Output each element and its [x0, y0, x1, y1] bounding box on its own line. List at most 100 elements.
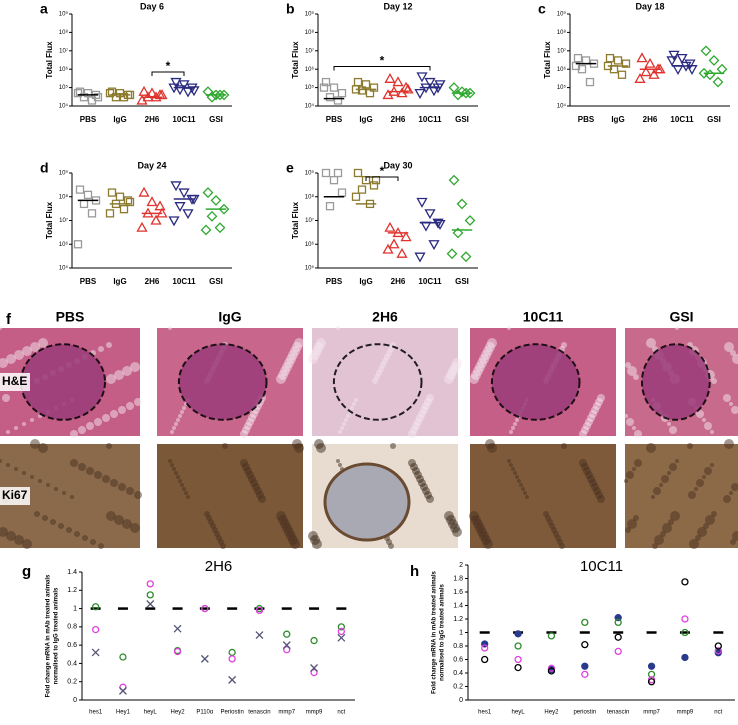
y-tick-label: 10⁶	[557, 66, 567, 73]
y-tick-label: 1.4	[67, 569, 77, 576]
data-point	[136, 221, 148, 232]
y-tick-label: 1.4	[453, 602, 463, 609]
chart-title: Day 18	[635, 1, 664, 11]
data-point	[319, 83, 329, 92]
data-point	[400, 231, 412, 242]
tissue-texture	[487, 443, 497, 453]
data-point	[456, 198, 468, 210]
y-tick-label: 10⁹	[59, 170, 69, 177]
tissue-texture	[54, 487, 58, 491]
data-point	[708, 55, 720, 66]
data-point	[681, 578, 689, 586]
tissue-texture	[30, 439, 40, 449]
tissue-texture	[702, 418, 706, 422]
data-point	[91, 648, 100, 657]
tissue-texture	[30, 342, 40, 352]
tissue-texture	[697, 527, 707, 537]
tissue-texture	[624, 479, 628, 483]
data-point	[174, 202, 186, 213]
tissue-texture	[561, 342, 567, 348]
tumor-outline	[640, 343, 711, 421]
data-point	[384, 221, 396, 232]
tissue-texture	[170, 463, 174, 467]
y-tick-label: 10⁴	[557, 103, 567, 110]
tissue-texture	[670, 511, 680, 521]
x-tick-label: IgG	[611, 115, 624, 124]
data-point	[514, 642, 522, 650]
x-tick-label: hes1	[89, 710, 103, 716]
tissue-texture	[724, 342, 734, 352]
tissue-texture	[667, 471, 671, 475]
data-point	[666, 56, 678, 67]
data-point	[648, 68, 660, 79]
data-point	[712, 76, 724, 88]
data-point	[73, 240, 83, 249]
y-tick-label: 10⁷	[557, 47, 566, 54]
data-point	[228, 675, 237, 684]
x-tick-label: tenascin	[607, 710, 629, 716]
tissue-texture	[70, 459, 78, 467]
tissue-texture	[509, 430, 513, 434]
y-axis-label: Total Flux	[291, 41, 300, 79]
tissue-texture	[634, 459, 642, 467]
tissue-texture	[66, 527, 72, 533]
y-tick-label: 10⁶	[305, 66, 315, 73]
y-tick-label: 1.2	[453, 616, 463, 623]
data-point	[170, 77, 182, 88]
tissue-texture	[114, 515, 124, 525]
tissue-texture	[38, 338, 48, 348]
tissue-texture	[14, 426, 18, 430]
tissue-texture	[114, 370, 124, 380]
y-tick-label: 10⁶	[59, 66, 69, 73]
data-point	[337, 188, 347, 197]
data-point	[310, 636, 318, 645]
tissue-texture	[695, 535, 701, 541]
y-tick-label: 10⁸	[59, 193, 69, 200]
tissue-texture	[0, 326, 2, 330]
data-point	[585, 77, 595, 87]
tissue-texture	[6, 463, 10, 467]
data-point	[337, 623, 346, 631]
tissue-texture	[6, 531, 16, 541]
tissue-texture	[106, 511, 116, 521]
x-tick-label: nct	[337, 710, 345, 716]
tissue-texture	[126, 487, 134, 495]
chart-title: Day 12	[383, 1, 412, 11]
tissue-texture	[646, 338, 656, 348]
tissue-texture	[627, 519, 637, 529]
tissue-texture	[94, 471, 102, 479]
y-tick-label: 10⁸	[305, 193, 315, 200]
y-tick-label: 10⁵	[59, 265, 69, 272]
tissue-texture	[703, 523, 709, 529]
data-point	[92, 603, 100, 611]
x-tick-label: 2H6	[391, 277, 406, 286]
data-point	[173, 647, 182, 656]
tissue-texture	[130, 523, 140, 533]
tissue-texture	[176, 475, 180, 479]
significance-bracket	[333, 66, 431, 71]
tissue-texture	[294, 338, 304, 348]
tissue-texture	[724, 439, 734, 449]
tissue-texture	[46, 483, 50, 487]
tissue-texture	[0, 459, 2, 463]
y-tick-label: 0.6	[67, 642, 77, 649]
y-tick-label: 10⁸	[305, 29, 315, 36]
tissue-texture	[130, 362, 140, 372]
data-point	[337, 88, 347, 98]
data-point	[636, 52, 648, 63]
data-point	[156, 89, 168, 100]
x-tick-label: Hey2	[171, 710, 186, 716]
significance-label: *	[166, 59, 171, 73]
tissue-texture	[653, 487, 661, 495]
data-point	[621, 59, 631, 68]
y-tick-label: 10⁸	[59, 29, 69, 36]
y-axis-label: normalised to IgG treated animals	[440, 583, 446, 680]
data-point	[424, 77, 436, 88]
y-tick-label: 1	[459, 629, 463, 636]
data-point	[170, 181, 182, 192]
data-point	[310, 668, 318, 677]
data-point	[206, 91, 218, 103]
tissue-texture	[452, 527, 462, 537]
tissue-texture	[42, 515, 48, 521]
significance-bracket	[365, 176, 399, 181]
